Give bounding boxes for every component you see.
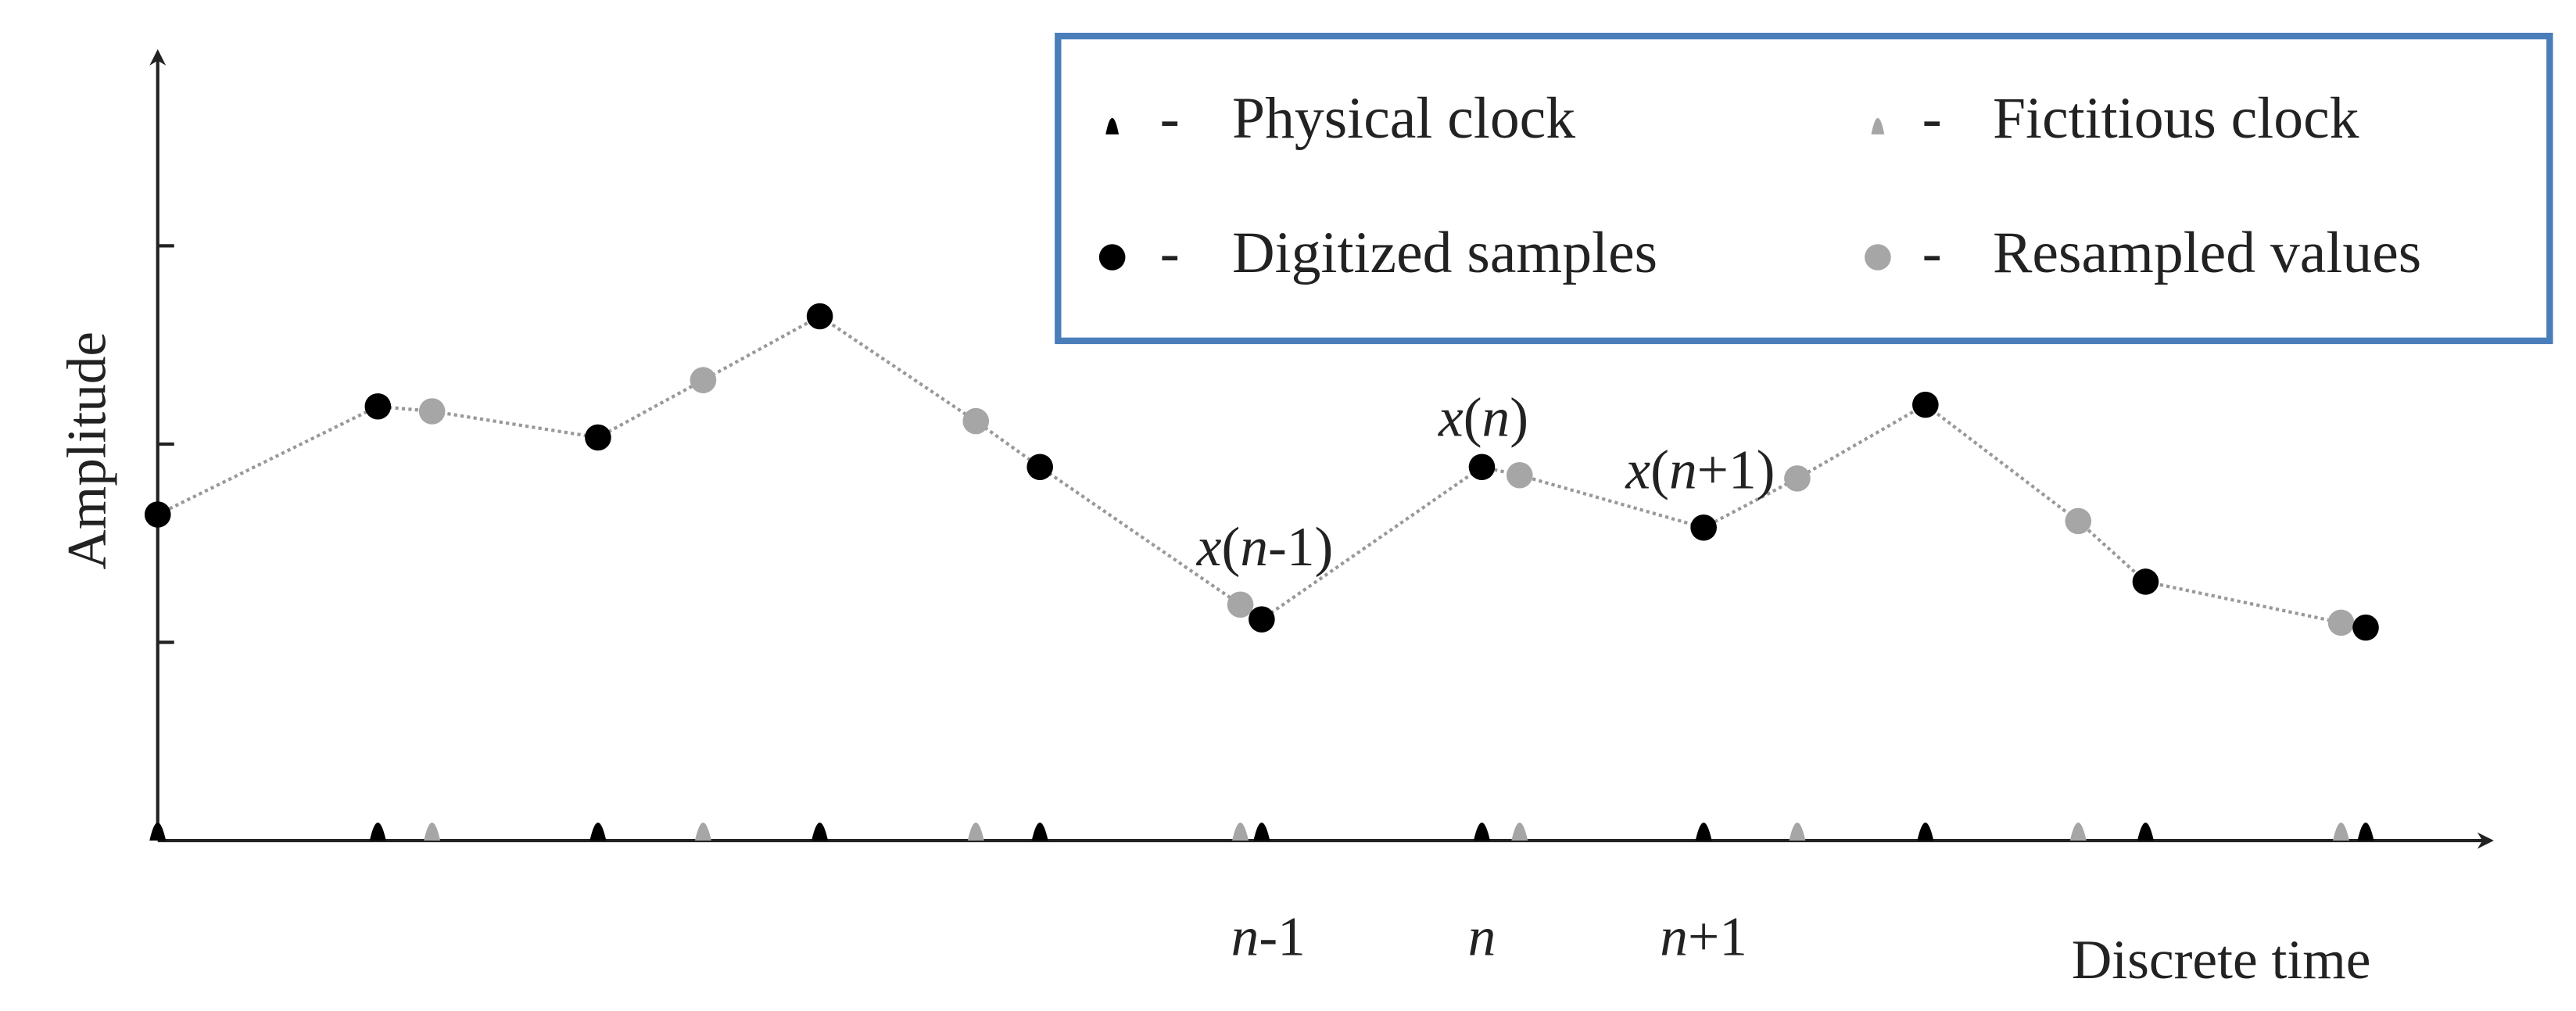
x-axis-label: Discrete time [2072, 929, 2371, 991]
digitized-sample [1690, 514, 1717, 541]
legend-label: Fictitious clock [1993, 86, 2359, 151]
annotation-part: ) [1510, 387, 1528, 449]
legend-dash: - [1160, 86, 1180, 151]
physical-clock [1031, 823, 1048, 841]
annotation-part: n [1669, 439, 1697, 501]
fictitious-clock [424, 823, 441, 841]
physical-clock [1917, 823, 1934, 841]
time-label-part: -1 [1259, 906, 1306, 968]
digitized-sample [806, 303, 833, 330]
resampled-value [1506, 461, 1533, 489]
physical-clock [1253, 823, 1270, 841]
legend-dash: - [1160, 220, 1180, 285]
annotation-part: +1) [1697, 439, 1775, 501]
resampled-value [1227, 591, 1254, 618]
digitized-sample [1468, 454, 1496, 481]
digitized-sample [585, 424, 611, 451]
annotation-part: x [1196, 516, 1222, 578]
annotation-part: n [1482, 387, 1510, 449]
legend-dash: - [1922, 220, 1942, 285]
physical-clock [1473, 823, 1490, 841]
physical-clock [811, 823, 829, 841]
digitized-sample [2352, 614, 2379, 641]
annotation-part: ( [1464, 387, 1482, 449]
time-label: n+1 [1660, 906, 1747, 968]
physical-clock [589, 823, 607, 841]
legend: - Physical clock - Fictitious clock - Di… [1055, 32, 2553, 345]
digitized-sample [364, 393, 392, 420]
digitized-sample [144, 501, 171, 528]
digitized-sample [1912, 391, 1939, 418]
fictitious-clock [1232, 823, 1249, 841]
time-label-part: n [1231, 906, 1259, 968]
physical-clock [1695, 823, 1712, 841]
fictitious-clock [2332, 823, 2350, 841]
digitized-sample [1026, 454, 1053, 481]
annotation-part: n [1240, 516, 1268, 578]
resampled-value [2327, 609, 2355, 636]
annotation: x(n+1) [1625, 439, 1775, 501]
time-label: n-1 [1231, 906, 1306, 968]
fictitious-clock [1789, 823, 1806, 841]
annotation: x(n) [1438, 387, 1528, 449]
legend-dash: - [1922, 86, 1942, 151]
plot [144, 303, 2379, 841]
time-label: n [1468, 906, 1496, 968]
legend-symbol [1871, 117, 1885, 134]
legend-symbol [1865, 244, 1891, 271]
physical-clock [2357, 823, 2374, 841]
annotation-part: ( [1222, 516, 1241, 578]
fictitious-clock [694, 823, 711, 841]
physical-clock [369, 823, 386, 841]
resampled-value [962, 407, 990, 435]
time-label-part: +1 [1688, 906, 1747, 968]
resampled-value [418, 398, 446, 425]
signal-line [156, 314, 2366, 629]
annotation-part: x [1625, 439, 1650, 501]
annotation-part: -1) [1268, 516, 1333, 578]
time-label-part: n [1660, 906, 1688, 968]
resampled-value [690, 367, 717, 393]
digitized-sample [2132, 568, 2159, 595]
legend-box [1055, 32, 2553, 345]
axes [149, 48, 2494, 849]
resampled-value [2065, 507, 2092, 535]
annotation: x(n-1) [1196, 516, 1334, 578]
resampled-value [1784, 465, 1811, 492]
fictitious-clock [2069, 823, 2087, 841]
legend-label: Physical clock [1232, 86, 1575, 151]
physical-clock [2137, 823, 2154, 841]
legend-symbol [1098, 244, 1126, 271]
annotation-part: ( [1650, 439, 1669, 501]
legend-label: Digitized samples [1232, 220, 1657, 285]
digitized-sample [1249, 606, 1275, 633]
legend-symbol [1105, 117, 1120, 134]
time-label-part: n [1468, 906, 1496, 968]
legend-label: Resampled values [1993, 220, 2421, 285]
physical-clock [149, 823, 167, 841]
annotation-part: x [1438, 387, 1464, 449]
y-axis-label: Amplitude [56, 332, 117, 570]
fictitious-clock [967, 823, 984, 841]
fictitious-clock [1511, 823, 1528, 841]
